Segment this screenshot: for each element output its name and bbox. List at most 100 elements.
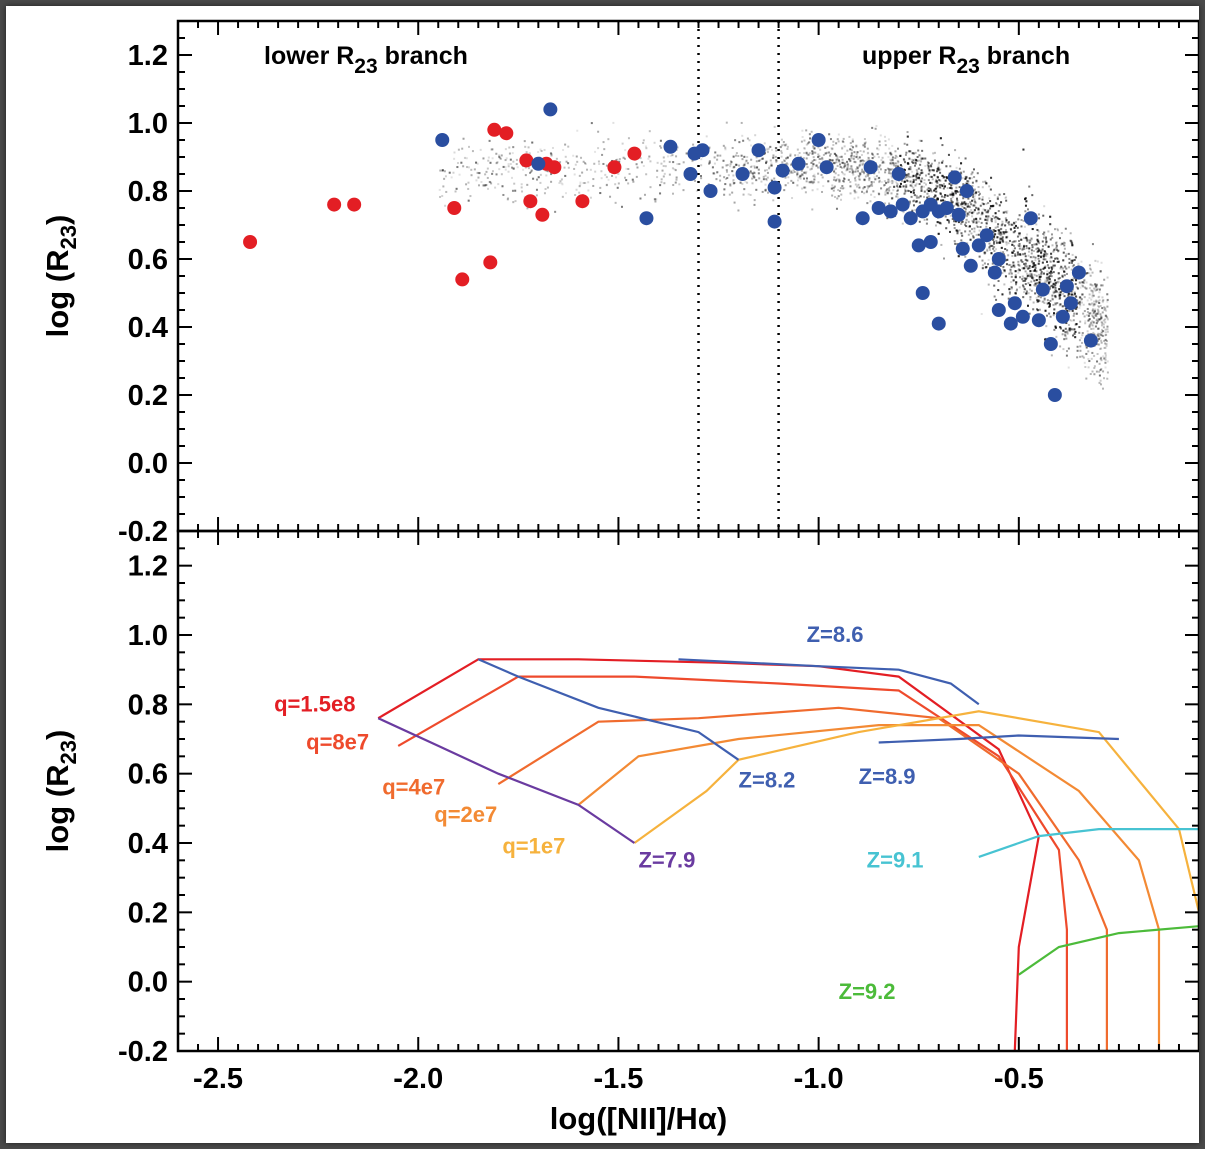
cloud-point	[1102, 323, 1105, 326]
cloud-point	[909, 180, 912, 183]
cloud-point	[783, 159, 786, 162]
cloud-point	[842, 137, 845, 140]
cloud-point	[983, 262, 986, 265]
cloud-point	[868, 184, 871, 187]
cloud-point	[914, 151, 917, 154]
cloud-point	[467, 181, 470, 184]
cloud-point	[779, 146, 782, 149]
cloud-point	[847, 178, 850, 181]
cloud-point	[905, 184, 908, 187]
cloud-point	[878, 176, 881, 179]
cloud-point	[809, 181, 812, 184]
cloud-point	[1090, 327, 1093, 330]
cloud-point	[958, 167, 961, 170]
cloud-point	[1036, 234, 1039, 237]
cloud-point	[476, 162, 479, 165]
cloud-point	[765, 160, 768, 163]
cloud-point	[841, 158, 844, 161]
cloud-point	[832, 140, 835, 143]
cloud-point	[791, 197, 794, 200]
cloud-point	[1097, 338, 1100, 341]
cloud-point	[1073, 328, 1076, 331]
cloud-point	[1057, 277, 1060, 280]
cloud-point	[866, 173, 869, 176]
cloud-point	[590, 122, 593, 125]
cloud-point	[854, 179, 857, 182]
cloud-point	[625, 179, 628, 182]
cloud-point	[527, 167, 530, 170]
cloud-point	[441, 169, 444, 172]
cloud-point	[931, 169, 934, 172]
cloud-point	[746, 137, 749, 140]
cloud-point	[526, 183, 529, 186]
red-point	[499, 126, 514, 141]
cloud-point	[1103, 339, 1106, 342]
cloud-point	[1093, 354, 1096, 357]
cloud-point	[995, 298, 998, 301]
cloud-point	[1010, 265, 1013, 268]
cloud-point	[1101, 328, 1104, 331]
cloud-point	[893, 185, 896, 188]
cloud-point	[854, 177, 857, 180]
cloud-point	[975, 221, 978, 224]
cloud-point	[832, 189, 835, 192]
cloud-point	[999, 250, 1002, 253]
cloud-point	[1088, 325, 1091, 328]
cloud-point	[1073, 312, 1076, 315]
cloud-point	[751, 172, 754, 175]
cloud-point	[1067, 366, 1070, 369]
cloud-point	[1031, 260, 1034, 263]
cloud-point	[839, 165, 842, 168]
cloud-point	[934, 151, 937, 154]
cloud-point	[856, 151, 859, 154]
q-line-label: q=1.5e8	[274, 691, 355, 716]
cloud-point	[660, 162, 663, 165]
cloud-point	[770, 178, 773, 181]
cloud-point	[1105, 315, 1108, 318]
cloud-point	[1085, 281, 1088, 284]
cloud-point	[929, 175, 932, 178]
cloud-point	[886, 217, 889, 220]
cloud-point	[975, 233, 978, 236]
cloud-point	[967, 181, 970, 184]
cloud-point	[987, 202, 990, 205]
cloud-point	[842, 137, 845, 140]
cloud-point	[722, 144, 725, 147]
cloud-point	[1004, 231, 1007, 234]
cloud-point	[846, 163, 849, 166]
cloud-point	[752, 175, 755, 178]
cloud-point	[1099, 383, 1102, 386]
cloud-point	[1091, 309, 1094, 312]
cloud-point	[1051, 286, 1054, 289]
cloud-point	[615, 176, 618, 179]
cloud-point	[905, 175, 908, 178]
cloud-point	[927, 186, 930, 189]
cloud-point	[871, 157, 874, 160]
cloud-point	[785, 143, 788, 146]
cloud-point	[655, 198, 658, 201]
cloud-point	[1034, 269, 1037, 272]
cloud-point	[1034, 292, 1037, 295]
z-line	[878, 734, 1119, 744]
cloud-point	[1092, 315, 1095, 318]
cloud-point	[881, 161, 884, 164]
cloud-point	[605, 183, 608, 186]
cloud-point	[757, 159, 760, 162]
cloud-point	[981, 186, 984, 189]
cloud-point	[628, 172, 631, 175]
cloud-point	[1038, 242, 1041, 245]
cloud-point	[733, 181, 736, 184]
cloud-point	[1088, 360, 1091, 363]
cloud-point	[1014, 224, 1017, 227]
cloud-point	[755, 156, 758, 159]
cloud-point	[672, 161, 675, 164]
cloud-point	[1094, 313, 1097, 316]
cloud-point	[753, 172, 756, 175]
cloud-point	[908, 190, 911, 193]
cloud-point	[768, 165, 771, 168]
cloud-point	[1043, 266, 1046, 269]
cloud-point	[968, 211, 971, 214]
cloud-point	[918, 183, 921, 186]
cloud-point	[942, 176, 945, 179]
cloud-point	[975, 201, 978, 204]
